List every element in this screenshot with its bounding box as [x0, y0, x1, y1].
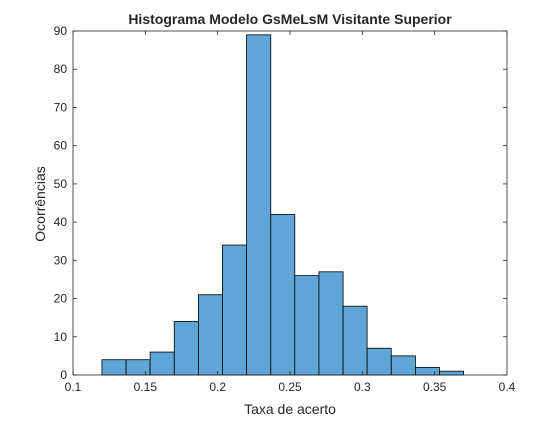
x-tick-label: 0.25 — [278, 380, 302, 394]
x-tick-label: 0.1 — [65, 380, 82, 394]
histogram-bar — [342, 305, 368, 376]
y-axis-label: Ocorrências — [32, 166, 48, 241]
x-tick-label: 0.15 — [134, 380, 158, 394]
histogram-bar — [439, 370, 465, 376]
y-tick-label: 40 — [54, 215, 68, 229]
y-tick-label: 50 — [54, 177, 68, 191]
histogram-bar — [294, 275, 320, 376]
y-tick-label: 30 — [54, 253, 68, 267]
histogram-bar — [246, 34, 272, 376]
y-tick-label: 60 — [54, 139, 68, 153]
histogram-bar — [270, 214, 296, 376]
x-tick-label: 0.4 — [499, 380, 516, 394]
histogram-bar — [149, 351, 175, 376]
x-tick-label: 0.35 — [423, 380, 447, 394]
histogram-bar — [173, 321, 199, 376]
histogram-bar — [415, 366, 440, 376]
bars-group — [101, 34, 465, 376]
histogram-bar — [390, 355, 416, 376]
y-tick-label: 20 — [54, 292, 68, 306]
y-tick-label: 80 — [54, 62, 68, 76]
histogram-bar — [318, 271, 344, 376]
x-tick-label: 0.3 — [354, 380, 371, 394]
y-tick-label: 90 — [54, 24, 68, 38]
chart-title: Histograma Modelo GsMeLsM Visitante Supe… — [128, 11, 452, 27]
histogram-bar — [222, 244, 248, 376]
y-tick-label: 10 — [54, 330, 68, 344]
histogram-bar — [125, 359, 151, 376]
axes-group: 0.1 0.15 0.2 0.25 0.3 0.35 0.4 0 10 20 30 40 50 60 70 8… — [54, 24, 516, 394]
x-axis-label: Taxa de acerto — [244, 401, 336, 417]
y-tick-label: 70 — [54, 100, 68, 114]
histogram-bar — [101, 359, 127, 376]
histogram-bar — [366, 347, 392, 376]
histogram-bar — [198, 294, 223, 376]
x-tick-label: 0.2 — [209, 380, 226, 394]
y-tick-label: 0 — [60, 368, 67, 382]
